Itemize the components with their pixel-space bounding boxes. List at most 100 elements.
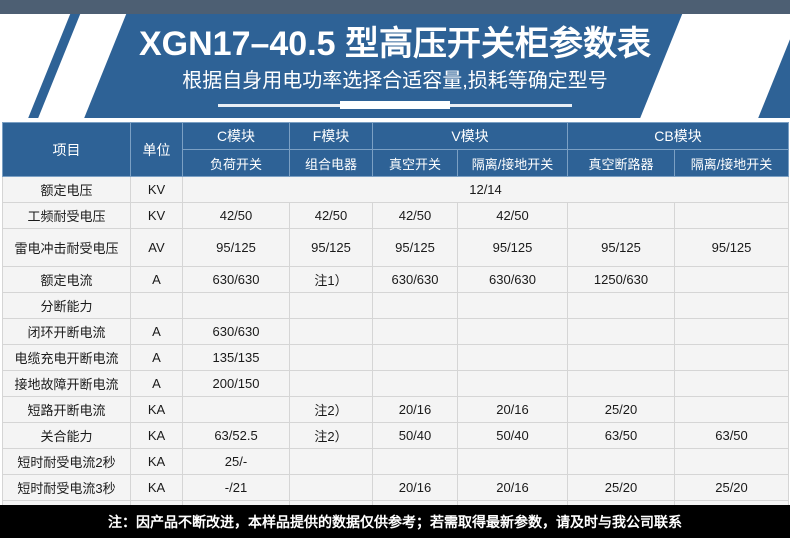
row-cell xyxy=(372,448,458,475)
row-cell xyxy=(567,292,675,319)
row-label: 关合能力 xyxy=(2,422,131,449)
row-cell: 630/630 xyxy=(457,266,568,293)
row-label: 接地故障开断电流 xyxy=(2,370,131,397)
footer-note: 注：因产品不断改进，本样品提供的数据仅供参考；若需取得最新参数，请及时与我公司联… xyxy=(0,505,790,538)
table-row: 接地故障开断电流 A 200/150 xyxy=(2,370,790,397)
header-sub-v-1: 真空开关 xyxy=(372,149,458,177)
spec-table: 项目 单位 C模块 F模块 V模块 CB模块 负荷开关 组合电器 真空开关 隔离… xyxy=(2,122,790,527)
row-cell xyxy=(457,370,568,397)
row-cell: 42/50 xyxy=(372,202,458,229)
page-subtitle: 根据自身用电功率选择合适容量,损耗等确定型号 xyxy=(182,70,608,92)
row-unit: KV xyxy=(130,202,183,229)
row-cell xyxy=(567,318,675,345)
row-cell: 20/16 xyxy=(372,474,458,501)
row-unit: A xyxy=(130,370,183,397)
header-row-subs: 负荷开关 组合电器 真空开关 隔离/接地开关 真空断路器 隔离/接地开关 xyxy=(3,149,790,177)
row-label: 短时耐受电流2秒 xyxy=(2,448,131,475)
row-cell: 注1） xyxy=(289,266,373,293)
row-cell xyxy=(673,266,790,293)
row-cell: 25/- xyxy=(182,448,290,475)
row-cell xyxy=(289,448,373,475)
table-row: 工频耐受电压 KV 42/50 42/50 42/50 42/50 xyxy=(2,202,790,229)
row-cell: 63/52.5 xyxy=(182,422,290,449)
row-cell: 95/125 xyxy=(182,228,290,267)
table-row: 雷电冲击耐受电压 AV 95/125 95/125 95/125 95/125 95/125… xyxy=(2,228,790,267)
table-row: 短时耐受电流2秒 KA 25/- xyxy=(2,448,790,475)
banner-divider-center xyxy=(340,101,450,109)
header-unit: 单位 xyxy=(130,122,183,177)
header-group-v: V模块 xyxy=(372,122,568,150)
row-cell xyxy=(372,344,458,371)
row-cell: 50/40 xyxy=(457,422,568,449)
row-cell xyxy=(673,370,790,397)
row-unit: A xyxy=(130,266,183,293)
header-sub-v-2: 隔离/接地开关 xyxy=(457,149,568,177)
row-cell: 42/50 xyxy=(457,202,568,229)
row-cell: 630/630 xyxy=(182,318,290,345)
row-unit: KA xyxy=(130,474,183,501)
table-row: 短时耐受电流3秒 KA -/21 20/16 20/16 25/20 25/20 xyxy=(2,474,790,501)
row-cell xyxy=(673,448,790,475)
row-cell: 200/150 xyxy=(182,370,290,397)
row-cell xyxy=(673,202,790,229)
header-row-groups: 项目 单位 C模块 F模块 V模块 CB模块 xyxy=(2,122,790,177)
row-label: 雷电冲击耐受电压 xyxy=(2,228,131,267)
row-cell xyxy=(289,370,373,397)
header-group-f: F模块 xyxy=(289,122,373,150)
row-cell: 42/50 xyxy=(182,202,290,229)
table-body: 额定电压 KV 12/14 工频耐受电压 KV 42/50 42/50 42/50 42/50 雷… xyxy=(2,176,790,527)
row-unit: AV xyxy=(130,228,183,267)
table-row: 额定电流 A 630/630 注1） 630/630 630/630 1250/630 xyxy=(2,266,790,293)
header-sub-cb-1: 真空断路器 xyxy=(567,149,675,177)
row-unit: KA xyxy=(130,422,183,449)
row-cell xyxy=(567,448,675,475)
row-cell: 50/40 xyxy=(372,422,458,449)
row-unit: KV xyxy=(130,176,183,203)
header-sub-cb-2: 隔离/接地开关 xyxy=(673,149,790,177)
row-label: 分断能力 xyxy=(2,292,131,319)
row-cell: 95/125 xyxy=(673,228,790,267)
row-cell: 95/125 xyxy=(289,228,373,267)
row-label: 额定电流 xyxy=(2,266,131,293)
table-row: 短路开断电流 KA 注2） 20/16 20/16 25/20 xyxy=(2,396,790,423)
header-group-cb: CB模块 xyxy=(566,122,790,150)
row-label: 短路开断电流 xyxy=(2,396,131,423)
row-label: 电缆充电开断电流 xyxy=(2,344,131,371)
row-cell: 20/16 xyxy=(372,396,458,423)
row-label: 工频耐受电压 xyxy=(2,202,131,229)
row-cell xyxy=(457,318,568,345)
row-label: 闭环开断电流 xyxy=(2,318,131,345)
table-head: 项目 单位 C模块 F模块 V模块 CB模块 负荷开关 组合电器 真空开关 隔离… xyxy=(2,122,790,177)
row-cell: 630/630 xyxy=(182,266,290,293)
table-row: 闭环开断电流 A 630/630 xyxy=(2,318,790,345)
row-cell: 135/135 xyxy=(182,344,290,371)
row-cell: 25/20 xyxy=(567,396,675,423)
row-cell xyxy=(372,370,458,397)
row-unit: A xyxy=(130,318,183,345)
row-cell: 20/16 xyxy=(457,396,568,423)
title-banner: XGN17–40.5 型高压开关柜参数表 根据自身用电功率选择合适容量,损耗等确… xyxy=(0,14,790,118)
header-sub-c-1: 负荷开关 xyxy=(182,149,290,177)
row-label: 额定电压 xyxy=(2,176,131,203)
row-cell: 25/20 xyxy=(567,474,675,501)
row-cell xyxy=(372,318,458,345)
top-dark-band xyxy=(0,0,790,14)
row-cell: 25/20 xyxy=(673,474,790,501)
row-cell: 63/50 xyxy=(567,422,675,449)
row-unit xyxy=(130,292,183,319)
row-cell: 63/50 xyxy=(673,422,790,449)
table-row: 电缆充电开断电流 A 135/135 xyxy=(2,344,790,371)
row-cell: 注2） xyxy=(289,396,373,423)
row-cell: 注2） xyxy=(289,422,373,449)
row-cell xyxy=(457,448,568,475)
row-cell xyxy=(673,292,790,319)
row-cell: 630/630 xyxy=(372,266,458,293)
row-cell xyxy=(673,318,790,345)
row-cell xyxy=(182,292,290,319)
row-label: 短时耐受电流3秒 xyxy=(2,474,131,501)
table-row: 额定电压 KV 12/14 xyxy=(2,176,790,203)
table-row: 关合能力 KA 63/52.5 注2） 50/40 50/40 63/50 63/50 xyxy=(2,422,790,449)
row-cell xyxy=(182,396,290,423)
row-cell xyxy=(567,344,675,371)
table-row: 分断能力 xyxy=(2,292,790,319)
